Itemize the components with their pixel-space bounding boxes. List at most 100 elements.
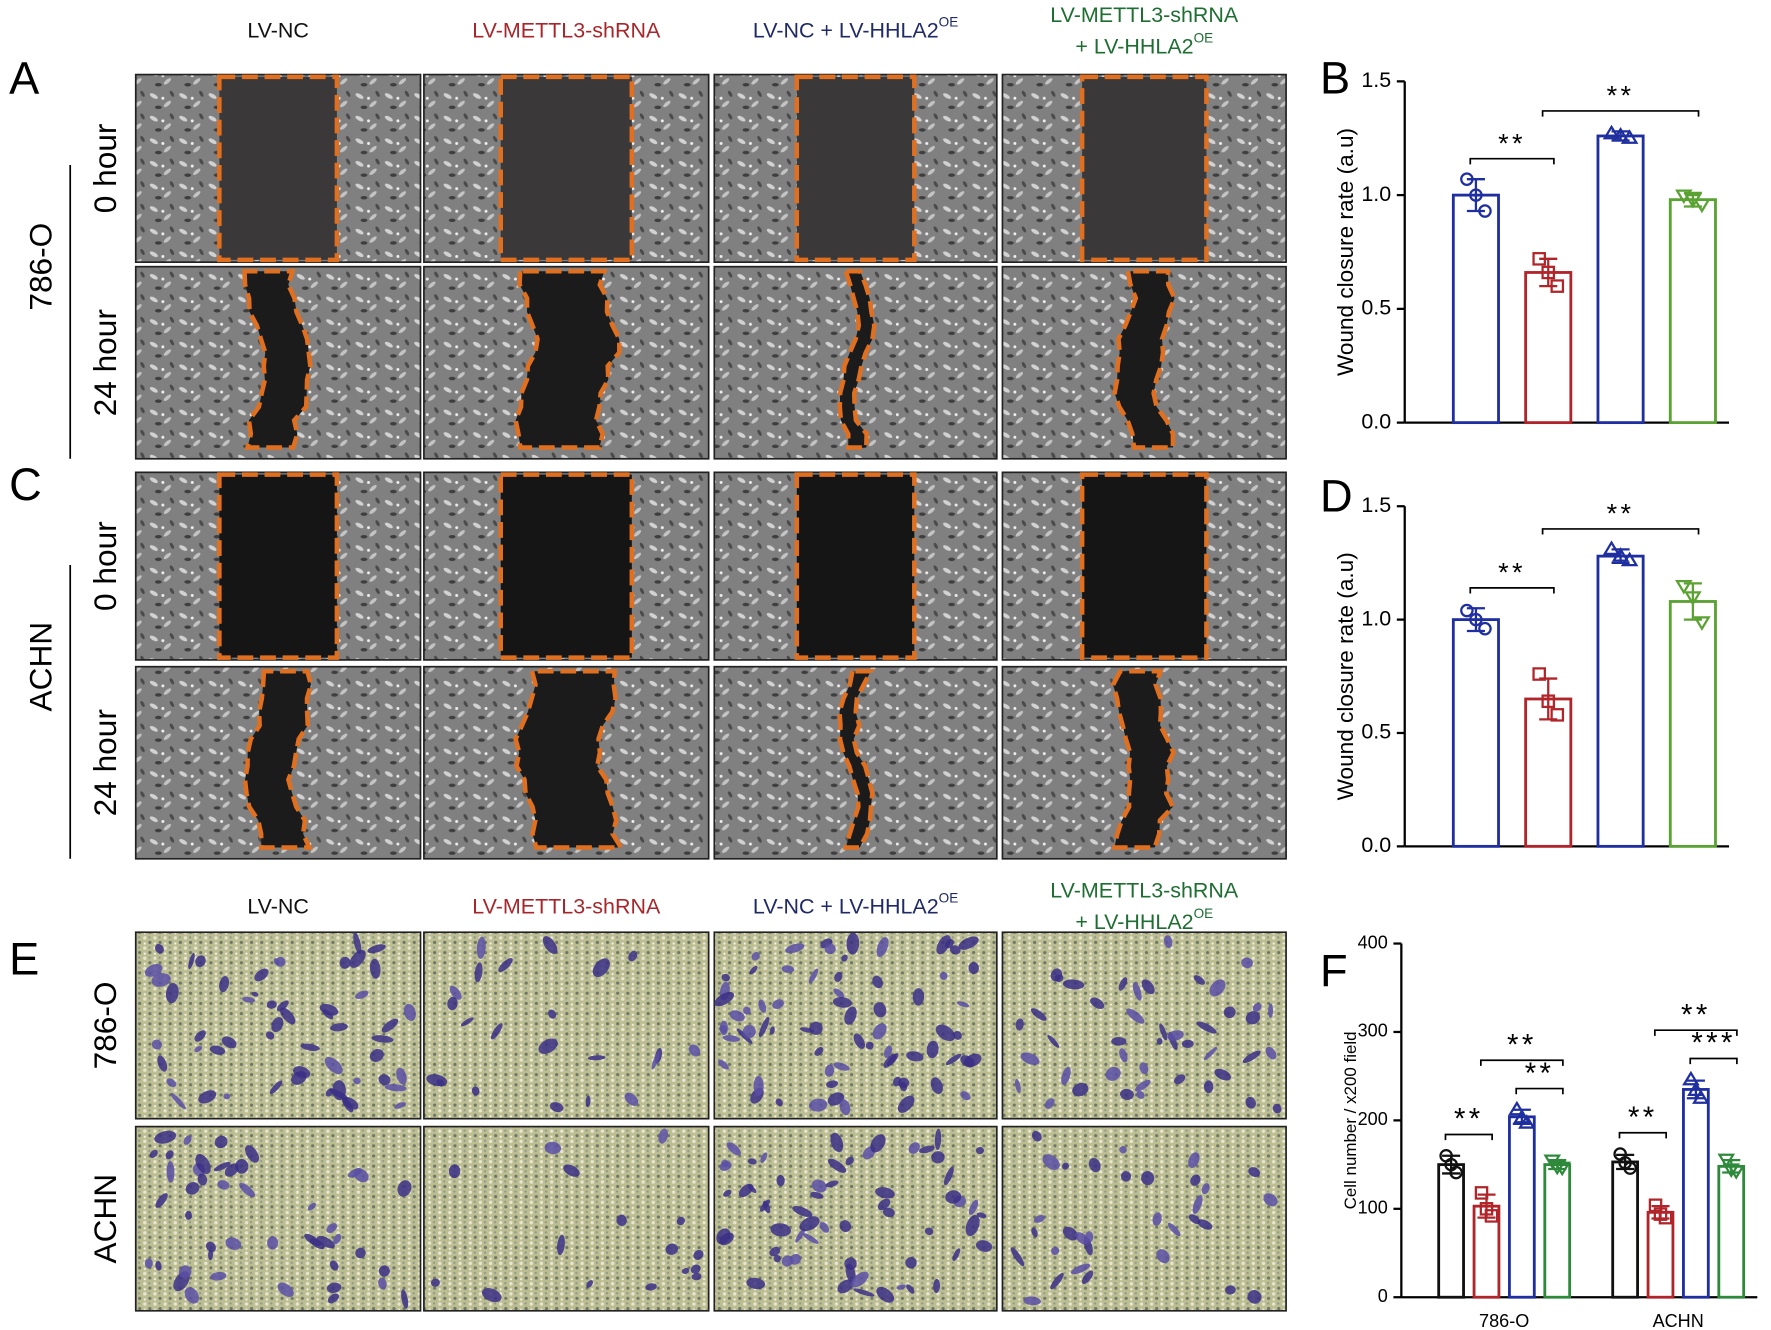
column-header: LV-METTL3-shRNA [1050,878,1239,902]
error-bar [1539,257,1558,288]
stained-cell [865,1041,874,1050]
stained-cell [481,1288,502,1303]
stained-cell [384,1084,407,1092]
panel-label: A [9,52,40,103]
data-point [1658,1210,1673,1225]
stained-cell [975,1240,993,1252]
stained-cell [808,968,819,984]
stained-cell [223,1093,231,1100]
header-text: LV-NC + LV-HHLA2 [753,18,939,42]
stained-cell [347,1168,362,1178]
stained-cell [235,1159,249,1174]
stained-cell [371,1035,394,1043]
stained-cell [1245,1011,1261,1025]
micrograph [1001,1125,1287,1312]
stained-cell [1159,1023,1168,1041]
stained-cell [1268,1003,1274,1019]
time-label: 0 hour [87,521,123,611]
stained-cell [956,1001,970,1008]
significance-bracket [1541,528,1700,535]
stained-cell [1174,1074,1186,1085]
significance-bracket [1654,1029,1738,1036]
header-text: LV-NC [247,18,309,42]
stained-cell [773,1254,781,1263]
stained-cell [1209,979,1226,997]
stained-cell [225,1237,242,1250]
data-point [1553,1161,1571,1177]
stained-cell [1081,1270,1094,1284]
column-header: LV-METTL3-shRNA [472,18,661,42]
significance-label: ** [1525,1057,1555,1090]
stained-cell [1126,1008,1145,1024]
stained-cell [1111,1037,1127,1046]
stained-cell [184,1287,199,1304]
bar [1451,618,1500,848]
y-tick-label: 0.5 [1361,720,1391,744]
wound-gap [498,472,635,660]
stained-cell [276,1000,289,1012]
stained-cell [213,1161,231,1172]
stained-cell [624,1092,639,1106]
stained-cell [1167,1030,1184,1041]
stained-cell [616,1214,627,1227]
stained-cell [872,1023,887,1040]
stained-cell [144,963,163,977]
stained-cell [307,1202,316,1211]
wound-gap [242,268,313,450]
wound-gap [498,74,635,263]
stained-cell [919,1145,935,1154]
stained-cell [1061,1066,1071,1086]
stained-cell [1252,1002,1262,1012]
stained-cell [968,1199,979,1215]
stained-cell [449,985,462,1000]
stained-cell [976,1212,987,1219]
stained-cell [1156,1249,1170,1264]
stained-cell [1051,1246,1060,1255]
stained-cell [394,1102,406,1109]
data-point [1469,188,1483,202]
bar [1596,134,1645,425]
stained-cell [1044,1098,1055,1109]
data-point [1513,1108,1531,1124]
stained-cell [936,935,951,955]
stained-cell [781,965,795,973]
stained-cell [824,1064,835,1077]
stained-cell [933,1278,941,1293]
stained-cell [827,1158,847,1173]
stained-cell [676,1216,686,1226]
stained-cell [1010,1247,1025,1267]
stained-cell [214,1135,228,1149]
data-point [1611,547,1630,562]
data-point [1478,204,1492,218]
column-header: LV-NC + LV-HHLA2OE [753,890,958,918]
significance-bracket [1469,587,1555,594]
stained-cell [460,1017,474,1027]
stained-cell [353,1077,361,1085]
data-point [1684,591,1702,606]
stained-cell [719,1025,728,1034]
stained-cell [194,1030,206,1042]
y-tick-label: 0.0 [1361,833,1391,857]
wound-gap [1079,74,1209,263]
data-point [1611,126,1630,142]
stained-cell [219,976,230,993]
stained-cell [882,1207,895,1218]
stained-cell [326,1282,342,1294]
data-point [1727,1165,1745,1180]
stained-cell [1223,1006,1236,1019]
stained-cell [726,1142,741,1156]
header-text: LV-METTL3-shRNA [1050,878,1239,902]
stained-cell [802,1233,819,1244]
stained-cell [651,1051,660,1070]
stained-cell [251,991,259,997]
column-header: LV-METTL3-shRNA [1050,2,1239,26]
stained-cell [743,1006,751,1015]
stained-cell [1136,1090,1145,1099]
stained-cell [548,1009,557,1019]
column-header: LV-NC [247,18,309,42]
stained-cell [1135,1079,1151,1092]
significance-label: ** [1628,1101,1658,1134]
stained-cell [179,1265,192,1279]
stained-cell [592,958,610,978]
stained-cell [833,988,845,999]
